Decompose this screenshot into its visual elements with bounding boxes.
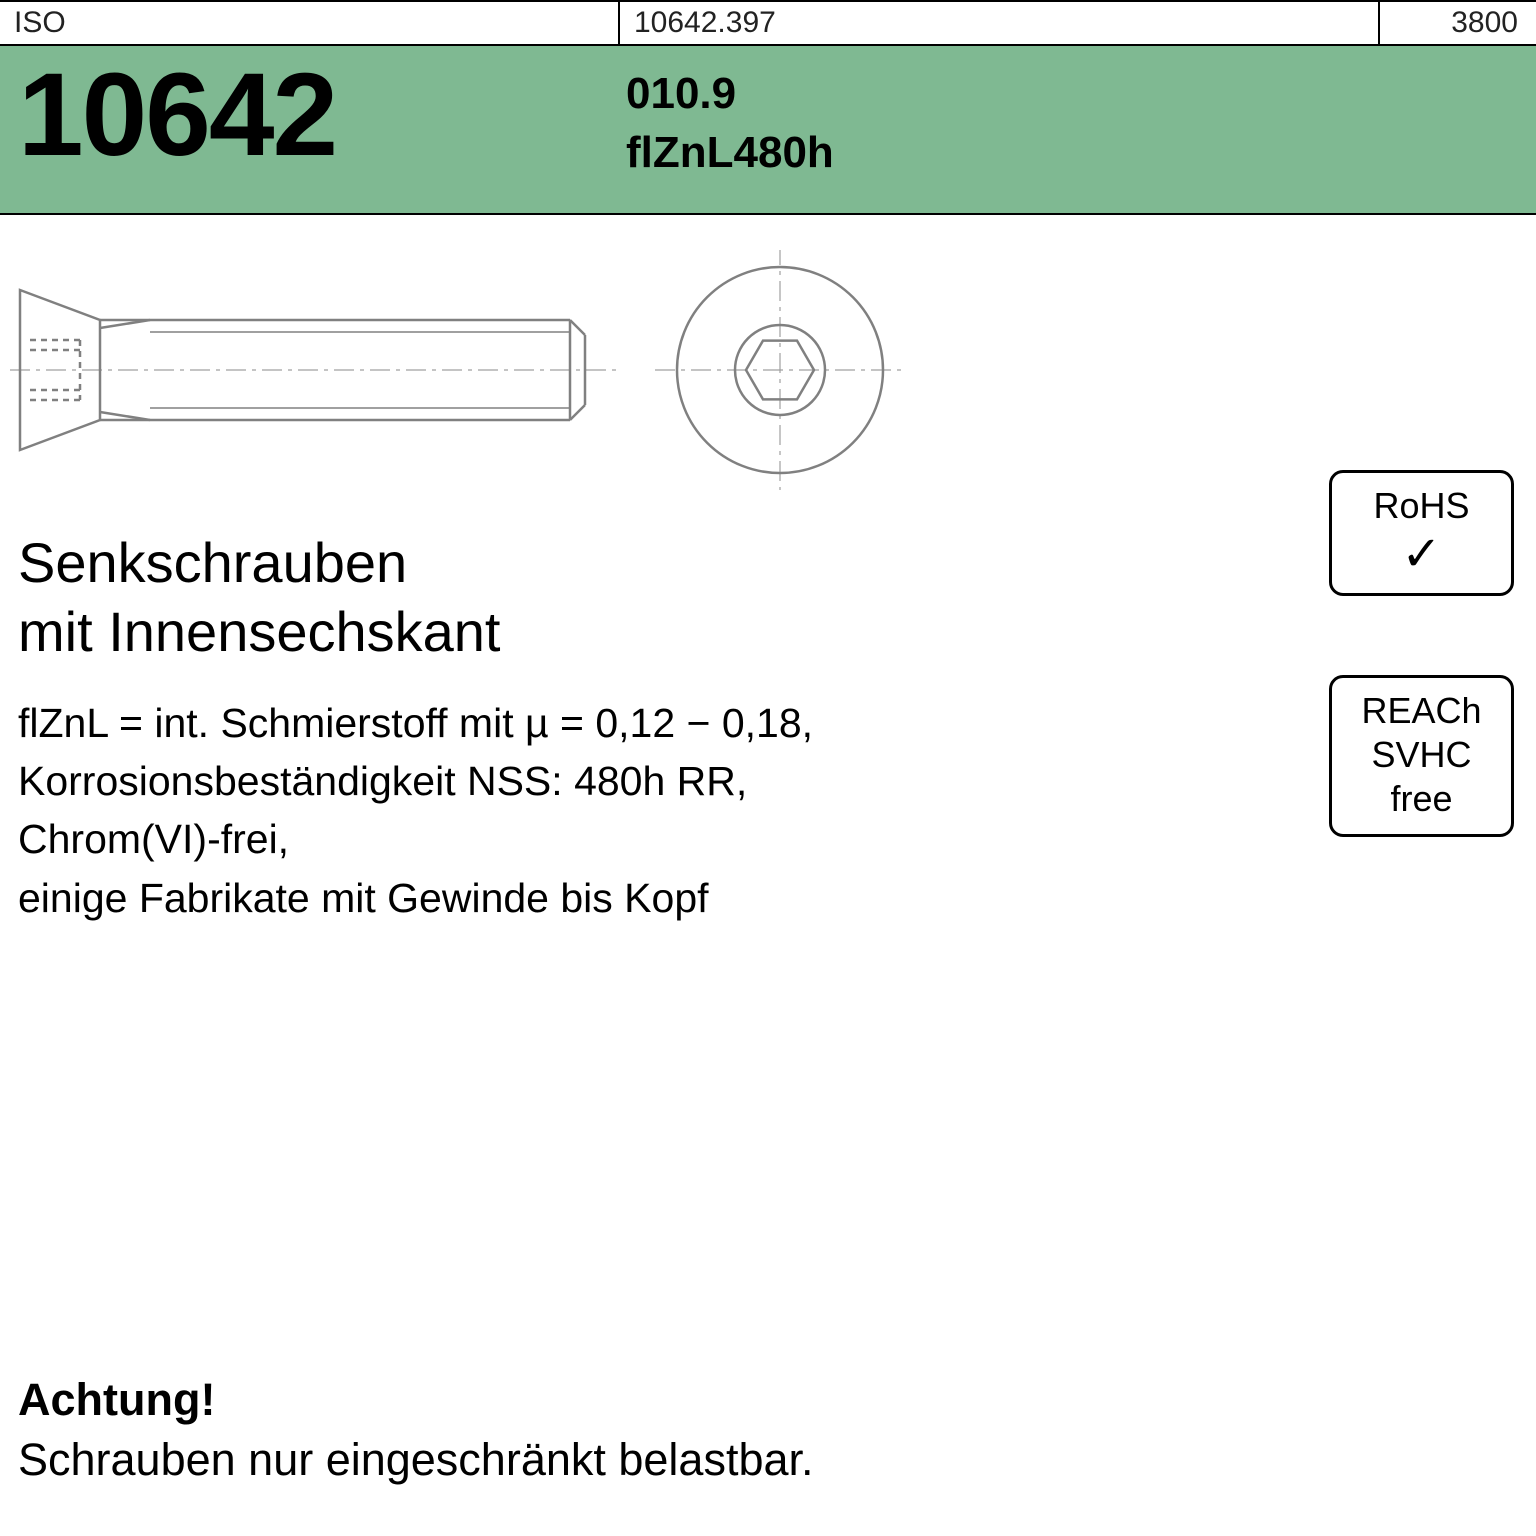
standard-number: 10642	[18, 56, 602, 174]
product-title-2: mit Innensechskant	[18, 599, 1118, 664]
reach-line2: SVHC	[1342, 734, 1501, 776]
header-num: 3800	[1380, 2, 1536, 44]
technical-diagram	[10, 250, 910, 475]
header-code: 10642.397	[620, 2, 1380, 44]
content-area: RoHS ✓ REACh SVHC free Senkschrauben mit…	[0, 215, 1536, 855]
reach-line1: REACh	[1342, 690, 1501, 732]
check-icon: ✓	[1342, 531, 1501, 579]
spec-line-1: flZnL = int. Schmierstoff mit µ = 0,12 −…	[18, 694, 1118, 752]
warning-block: Achtung! Schrauben nur eingeschränkt bel…	[18, 1374, 1498, 1486]
spec-line-3: Chrom(VI)-frei,	[18, 810, 1118, 868]
strength-grade: 010.9	[626, 64, 1536, 123]
screw-diagram-svg	[10, 250, 910, 490]
reach-badge: REACh SVHC free	[1329, 675, 1514, 837]
product-title-1: Senkschrauben	[18, 530, 1118, 595]
header-iso: ISO	[0, 2, 620, 44]
description-block: Senkschrauben mit Innensechskant flZnL =…	[18, 530, 1118, 927]
warning-body: Schrauben nur eingeschränkt belastbar.	[18, 1434, 1498, 1486]
rohs-label: RoHS	[1342, 485, 1501, 527]
reach-line3: free	[1342, 778, 1501, 820]
header-row: ISO 10642.397 3800	[0, 0, 1536, 46]
green-banner: 10642 010.9 flZnL480h	[0, 46, 1536, 215]
spec-line-2: Korrosionsbeständigkeit NSS: 480h RR,	[18, 752, 1118, 810]
finish-code: flZnL480h	[626, 123, 1536, 182]
warning-title: Achtung!	[18, 1374, 1498, 1426]
rohs-badge: RoHS ✓	[1329, 470, 1514, 596]
spec-line-4: einige Fabrikate mit Gewinde bis Kopf	[18, 869, 1118, 927]
spec-cell: 010.9 flZnL480h	[620, 46, 1536, 213]
standard-number-cell: 10642	[0, 46, 620, 213]
